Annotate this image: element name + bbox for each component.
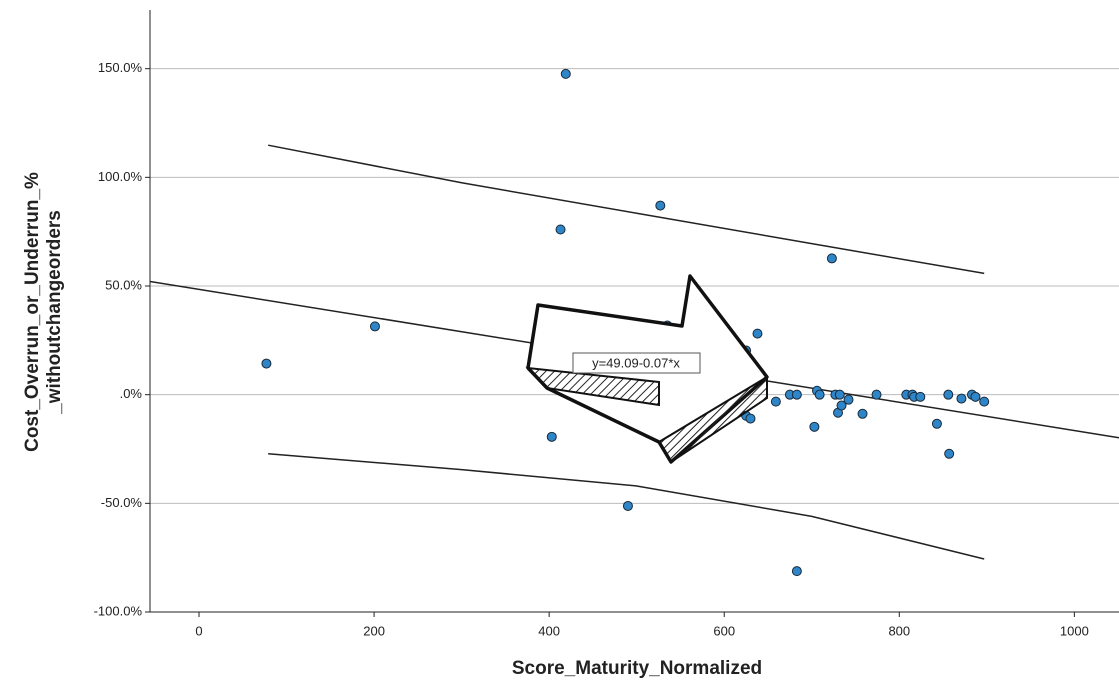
point	[792, 390, 801, 399]
point	[623, 501, 632, 510]
y-tick-label: 50.0%	[105, 277, 142, 292]
point	[746, 414, 755, 423]
point	[547, 432, 556, 441]
y-tick-label: 150.0%	[98, 60, 143, 75]
x-tick-label: 1000	[1060, 623, 1089, 638]
point	[656, 201, 665, 210]
point	[858, 409, 867, 418]
point	[980, 397, 989, 406]
annotation: y=49.09-0.07*x	[592, 355, 680, 370]
y-tick-label: .0%	[120, 386, 143, 401]
point	[815, 390, 824, 399]
y-axis-label: _withoutchangeorders	[44, 210, 65, 415]
point	[370, 322, 379, 331]
point	[262, 359, 271, 368]
x-tick-label: 0	[195, 623, 202, 638]
point	[792, 567, 801, 576]
y-tick-label: -100.0%	[94, 603, 143, 618]
point	[971, 392, 980, 401]
x-tick-label: 400	[538, 623, 560, 638]
point	[932, 419, 941, 428]
point	[771, 397, 780, 406]
point	[556, 225, 565, 234]
x-tick-label: 600	[713, 623, 735, 638]
point	[561, 69, 570, 78]
chart: -100.0% -50.0% .0% 50.0% 100.0% 150.0% 0 200 400…	[0, 0, 1119, 687]
point	[945, 449, 954, 458]
y-axis-label: Cost_Overrun_or_Underrun_%	[22, 172, 43, 452]
point	[872, 390, 881, 399]
x-axis-label: Score_Maturity_Normalized	[512, 658, 762, 679]
y-tick-label: -50.0%	[101, 495, 143, 510]
point	[827, 254, 836, 263]
point	[916, 392, 925, 401]
fit-line	[268, 145, 984, 273]
x-tick-label: 800	[888, 623, 910, 638]
point	[835, 390, 844, 399]
y-tick-label: 100.0%	[98, 169, 143, 184]
point	[810, 422, 819, 431]
x-tick-label: 200	[363, 623, 385, 638]
point	[944, 390, 953, 399]
point	[753, 329, 762, 338]
point	[844, 395, 853, 404]
point	[957, 394, 966, 403]
